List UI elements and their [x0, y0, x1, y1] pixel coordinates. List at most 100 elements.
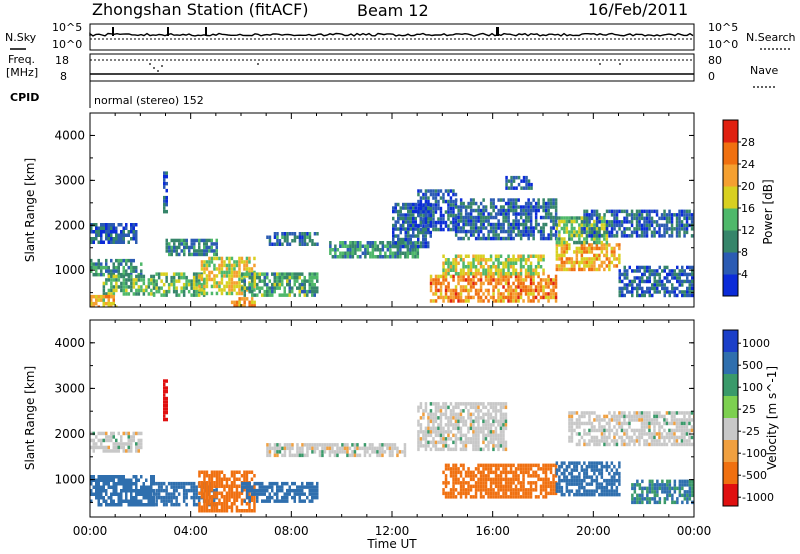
heatmap-cell	[459, 491, 463, 496]
heatmap-cell	[512, 481, 515, 485]
heatmap-cell	[638, 216, 641, 221]
heatmap-cell	[631, 269, 634, 273]
heatmap-cell	[422, 210, 425, 214]
heatmap-cell	[635, 227, 639, 231]
heatmap-cell	[499, 463, 503, 468]
heatmap-cell	[618, 276, 621, 280]
heatmap-cell	[311, 242, 314, 246]
heatmap-cell	[120, 438, 123, 443]
heatmap-cell	[666, 265, 669, 270]
heatmap-cell	[406, 248, 410, 252]
heatmap-cell	[492, 488, 495, 492]
heatmap-cell	[162, 499, 166, 503]
heatmap-cell	[323, 443, 327, 447]
heatmap-cell	[298, 293, 301, 297]
heatmap-cell	[363, 446, 367, 451]
heatmap-cell	[648, 276, 651, 280]
heatmap-cell	[544, 222, 548, 227]
heatmap-cell	[218, 270, 221, 275]
heatmap-cell	[648, 290, 651, 294]
heatmap-cell	[517, 198, 520, 202]
heatmap-cell	[195, 252, 198, 257]
heatmap-cell	[243, 485, 246, 489]
heatmap-cell	[585, 240, 589, 245]
heatmap-cell	[613, 257, 616, 261]
heatmap-cell	[560, 216, 564, 220]
heatmap-cell	[434, 419, 438, 424]
heatmap-cell	[407, 241, 410, 245]
heatmap-cell	[379, 251, 382, 255]
heatmap-cell	[554, 474, 558, 478]
heatmap-cell	[671, 269, 674, 273]
heatmap-cell	[570, 264, 574, 268]
heatmap-cell	[459, 463, 463, 468]
heatmap-cell	[172, 286, 176, 290]
heatmap-cell	[532, 233, 535, 237]
heatmap-cell	[641, 293, 644, 298]
heatmap-cell	[412, 209, 415, 214]
heatmap-cell	[223, 498, 226, 502]
heatmap-cell	[585, 442, 589, 447]
heatmap-cell	[95, 442, 98, 446]
heatmap-cell	[132, 226, 135, 230]
heatmap-cell	[547, 295, 550, 300]
heatmap-cell	[474, 430, 478, 434]
heatmap-cell	[449, 199, 453, 204]
heatmap-cell	[547, 491, 550, 496]
heatmap-cell	[585, 475, 589, 479]
heatmap-cell	[301, 242, 304, 246]
heatmap-cell	[230, 256, 234, 261]
heatmap-cell	[534, 495, 538, 499]
heatmap-cell	[477, 233, 480, 237]
heatmap-cell	[565, 240, 569, 245]
heatmap-cell	[286, 282, 289, 287]
heatmap-cell	[600, 482, 604, 486]
heatmap-cell	[218, 288, 221, 292]
heatmap-cell	[238, 270, 241, 275]
heatmap-cell	[457, 423, 460, 427]
heatmap-cell	[250, 470, 254, 474]
heatmap-cell	[100, 262, 103, 266]
heatmap-cell	[281, 481, 284, 486]
heatmap-cell	[494, 226, 498, 230]
heatmap-cell	[439, 409, 443, 413]
heatmap-cell	[603, 253, 606, 258]
heatmap-cell	[547, 481, 550, 485]
heatmap-cell	[542, 477, 545, 482]
heatmap-cell	[90, 265, 93, 270]
heatmap-cell	[215, 252, 218, 257]
heatmap-cell	[691, 269, 694, 273]
heatmap-cell	[502, 278, 505, 282]
heatmap-cell	[220, 263, 224, 268]
heatmap-cell	[167, 282, 171, 287]
heatmap-cell	[588, 220, 591, 224]
heatmap-cell	[588, 432, 591, 436]
heatmap-cell	[588, 223, 591, 227]
heatmap-cell	[374, 241, 377, 245]
heatmap-cell	[293, 499, 296, 503]
heatmap-cell	[182, 275, 186, 280]
heatmap-cell	[638, 223, 641, 228]
heatmap-cell	[686, 279, 689, 284]
heatmap-cell	[298, 286, 301, 290]
heatmap-cell	[593, 209, 596, 214]
heatmap-cell	[512, 288, 515, 293]
heatmap-cell	[444, 477, 448, 482]
heatmap-cell	[469, 288, 473, 293]
heatmap-cell	[462, 481, 465, 485]
heatmap-cell	[663, 290, 666, 294]
heatmap-cell	[653, 279, 656, 284]
heatmap-cell	[394, 227, 397, 231]
heatmap-cell	[457, 437, 460, 441]
heatmap-cell	[482, 419, 485, 424]
heatmap-cell	[663, 286, 666, 291]
heatmap-cell	[653, 227, 656, 231]
heatmap-cell	[452, 227, 455, 232]
heatmap-cell	[549, 484, 553, 489]
heatmap-cell	[187, 488, 191, 493]
heatmap-cell	[250, 477, 254, 481]
heatmap-cell	[100, 272, 103, 277]
heatmap-cell	[613, 425, 616, 429]
heatmap-cell	[593, 418, 596, 422]
heatmap-cell	[636, 276, 639, 280]
